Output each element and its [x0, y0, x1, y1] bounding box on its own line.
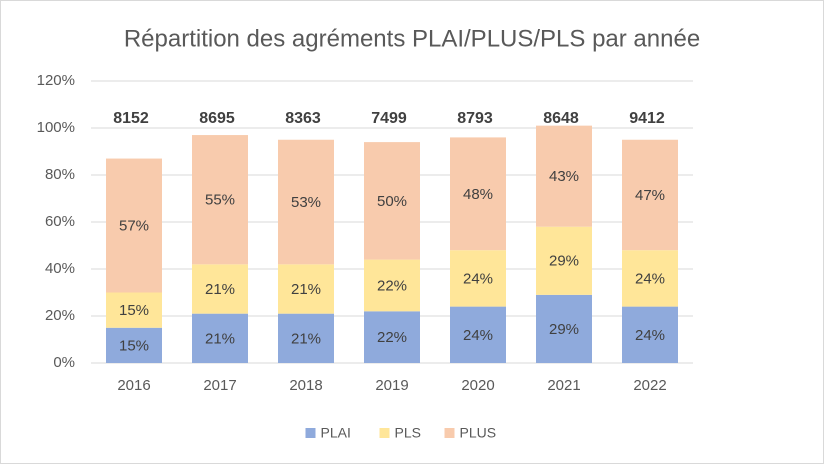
y-tick-label: 120%	[37, 72, 75, 89]
y-tick-label: 100%	[37, 119, 75, 136]
bar-segment	[278, 264, 334, 314]
bar-segment	[622, 306, 678, 363]
data-label: 21%	[291, 281, 321, 298]
data-label: 48%	[463, 186, 493, 203]
bar-segment	[450, 250, 506, 307]
x-tick-label: 2021	[547, 377, 580, 394]
legend-label: PLAI	[321, 425, 351, 441]
data-label: 43%	[549, 168, 579, 185]
bar-segment	[364, 311, 420, 363]
y-tick-label: 40%	[45, 260, 75, 277]
chart-title: Répartition des agréments PLAI/PLUS/PLS …	[124, 25, 700, 52]
total-label: 8695	[199, 110, 235, 127]
x-tick-label: 2018	[289, 377, 322, 394]
data-label: 29%	[549, 253, 579, 270]
data-label: 57%	[119, 217, 149, 234]
total-label: 9412	[629, 110, 665, 127]
data-label: 22%	[377, 277, 407, 294]
legend-swatch	[444, 428, 455, 438]
x-tick-label: 2019	[375, 377, 408, 394]
data-label: 29%	[549, 321, 579, 338]
bar-segment	[192, 313, 248, 363]
data-label: 55%	[205, 192, 235, 209]
bar-segment	[106, 327, 162, 363]
data-label: 53%	[291, 194, 321, 211]
y-tick-label: 20%	[45, 307, 75, 324]
data-label: 21%	[291, 330, 321, 347]
y-tick-label: 80%	[45, 166, 75, 183]
x-tick-label: 2016	[117, 377, 150, 394]
x-tick-label: 2022	[633, 377, 666, 394]
bar-segment	[536, 125, 592, 227]
bar-segment	[450, 137, 506, 251]
bar-segment	[106, 292, 162, 328]
bar-segment	[192, 264, 248, 314]
bar-segment	[364, 142, 420, 260]
bar-segment	[622, 250, 678, 307]
data-label: 21%	[205, 330, 235, 347]
data-label: 47%	[635, 187, 665, 204]
data-label: 21%	[205, 281, 235, 298]
total-label: 8793	[457, 110, 493, 127]
data-label: 15%	[119, 302, 149, 319]
bar-segment	[364, 259, 420, 312]
bar-segment	[192, 135, 248, 265]
bar-segment	[536, 226, 592, 295]
bar-segment	[450, 306, 506, 363]
bar-segment	[106, 158, 162, 293]
data-label: 24%	[463, 327, 493, 344]
data-label: 24%	[635, 327, 665, 344]
bar-segment	[278, 139, 334, 265]
x-tick-label: 2017	[203, 377, 236, 394]
legend-swatch	[305, 428, 316, 438]
data-label: 24%	[635, 270, 665, 287]
total-label: 8363	[285, 110, 321, 127]
bar-segment	[622, 139, 678, 251]
legend-swatch	[379, 428, 390, 438]
legend-label: PLS	[395, 425, 421, 441]
x-tick-label: 2020	[461, 377, 494, 394]
data-label: 22%	[377, 329, 407, 346]
y-tick-label: 0%	[53, 354, 75, 371]
data-label: 50%	[377, 193, 407, 210]
total-label: 8152	[113, 110, 149, 127]
bar-segment	[536, 294, 592, 363]
total-label: 8648	[543, 110, 579, 127]
total-label: 7499	[371, 110, 407, 127]
y-tick-label: 60%	[45, 213, 75, 230]
legend-label: PLUS	[460, 425, 497, 441]
data-label: 15%	[119, 337, 149, 354]
bar-segment	[278, 313, 334, 363]
data-label: 24%	[463, 270, 493, 287]
